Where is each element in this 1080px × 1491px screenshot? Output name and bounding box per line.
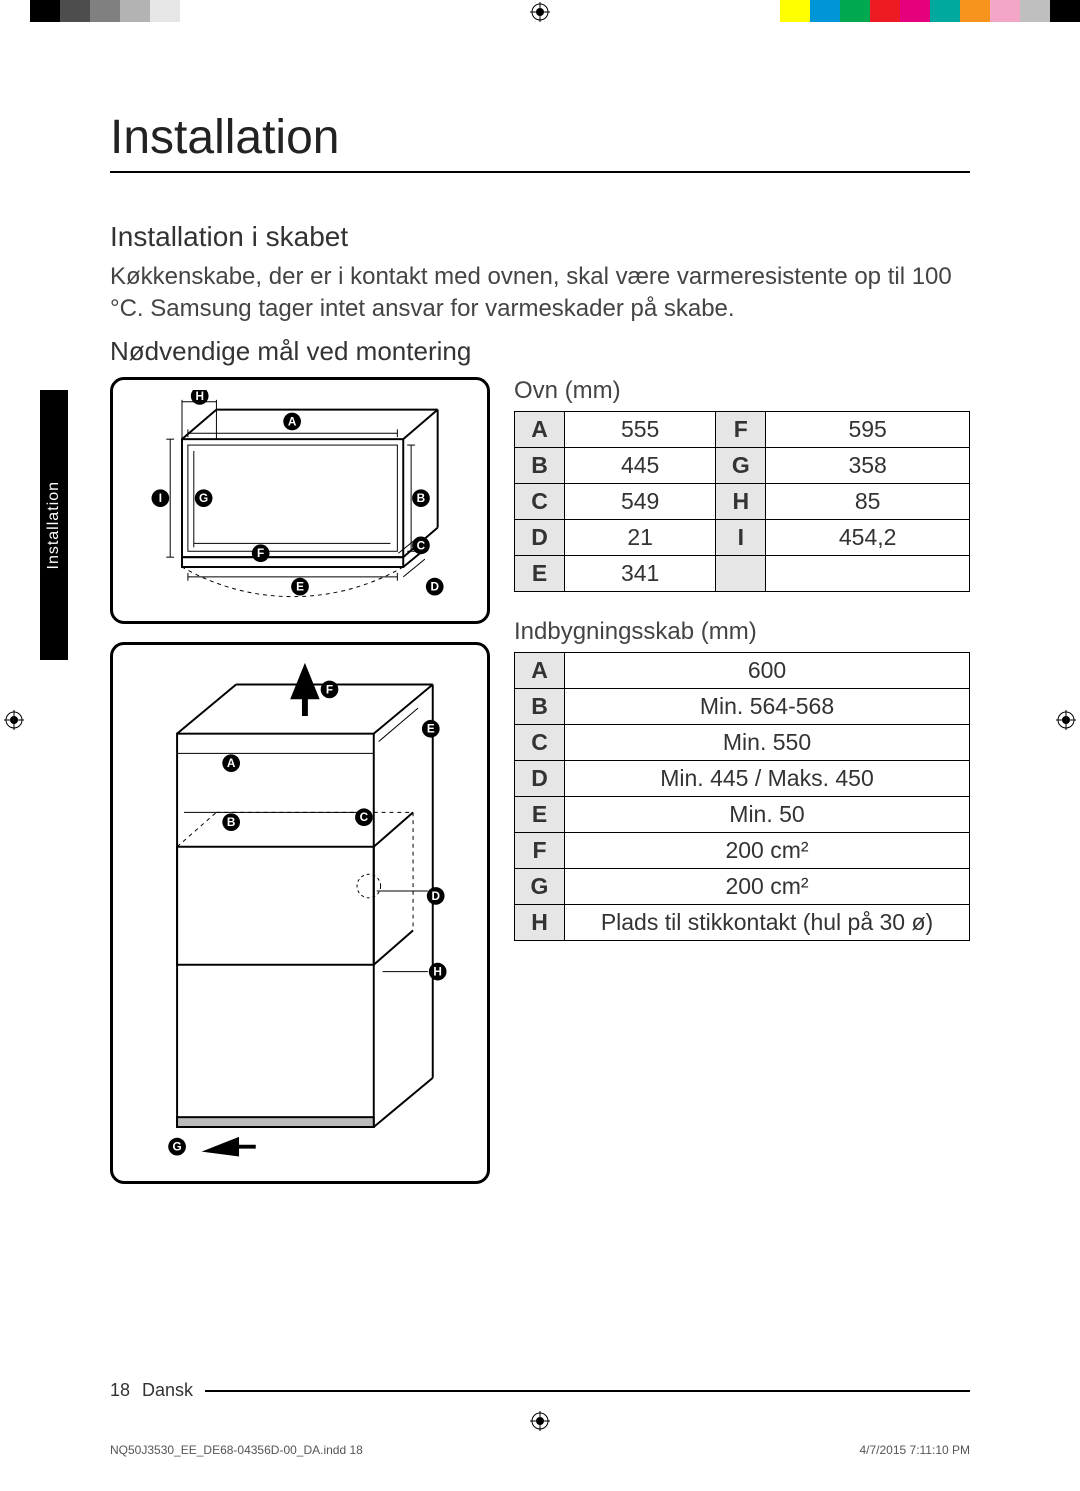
svg-text:B: B <box>227 816 236 829</box>
oven-diagram-svg: A B C D E F G H I <box>123 390 477 606</box>
table-row: B445G358 <box>515 447 970 483</box>
svg-text:E: E <box>427 723 435 736</box>
print-file: NQ50J3530_EE_DE68-04356D-00_DA.indd 18 <box>110 1443 363 1457</box>
svg-text:G: G <box>199 492 208 505</box>
svg-text:F: F <box>326 683 333 696</box>
content: Installation Installation i skabet Køkke… <box>110 0 970 1202</box>
body-text: Køkkenskabe, der er i kontakt med ovnen,… <box>110 261 970 326</box>
cabinet-diagram: A B C D E F G H <box>110 642 490 1184</box>
registration-mark-left <box>4 710 24 730</box>
table-row: G200 cm² <box>515 868 970 904</box>
oven-diagram: A B C D E F G H I <box>110 377 490 624</box>
svg-text:F: F <box>257 547 264 560</box>
table-row: F200 cm² <box>515 832 970 868</box>
table-row: DMin. 445 / Maks. 450 <box>515 760 970 796</box>
print-metadata: NQ50J3530_EE_DE68-04356D-00_DA.indd 18 4… <box>110 1443 970 1457</box>
svg-text:C: C <box>360 811 369 824</box>
svg-text:D: D <box>431 890 440 903</box>
svg-text:H: H <box>433 966 442 979</box>
table-row: CMin. 550 <box>515 724 970 760</box>
page: Installation Installation Installation i… <box>0 0 1080 1491</box>
page-number: 18 <box>110 1380 130 1401</box>
oven-table-title: Ovn (mm) <box>514 377 970 405</box>
svg-text:E: E <box>296 580 304 593</box>
table-row: HPlads til stikkontakt (hul på 30 ø) <box>515 904 970 940</box>
table-row: C549H85 <box>515 483 970 519</box>
svg-text:I: I <box>159 492 162 505</box>
registration-mark-right <box>1056 710 1076 730</box>
table-row: BMin. 564-568 <box>515 688 970 724</box>
cabinet-table-title: Indbygningsskab (mm) <box>514 618 970 646</box>
tables-column: Ovn (mm) A555F595B445G358C549H85D21I454,… <box>514 377 970 1203</box>
table-row: A555F595 <box>515 411 970 447</box>
svg-text:A: A <box>288 415 297 428</box>
svg-text:D: D <box>430 580 439 593</box>
page-title: Installation <box>110 110 970 173</box>
side-tab-label: Installation <box>45 481 63 570</box>
cabinet-dimensions-table: A600BMin. 564-568CMin. 550DMin. 445 / Ma… <box>514 652 970 941</box>
subsection-title: Nødvendige mål ved montering <box>110 336 970 367</box>
crop-marks <box>0 0 1080 22</box>
svg-text:H: H <box>195 390 204 403</box>
table-row: E341 <box>515 555 970 591</box>
print-timestamp: 4/7/2015 7:11:10 PM <box>859 1443 970 1457</box>
footer-rule <box>205 1390 970 1392</box>
side-tab: Installation <box>40 390 68 660</box>
registration-mark-bottom <box>530 1411 550 1431</box>
registration-mark-top <box>530 2 550 22</box>
page-footer: 18 Dansk <box>110 1380 970 1401</box>
table-row: A600 <box>515 652 970 688</box>
svg-text:B: B <box>417 492 426 505</box>
oven-dimensions-table: A555F595B445G358C549H85D21I454,2E341 <box>514 411 970 592</box>
footer-language: Dansk <box>142 1380 193 1401</box>
svg-text:A: A <box>227 757 236 770</box>
svg-text:C: C <box>417 539 426 552</box>
section-title: Installation i skabet <box>110 221 970 253</box>
table-row: EMin. 50 <box>515 796 970 832</box>
cabinet-diagram-svg: A B C D E F G H <box>123 655 477 1166</box>
diagrams-column: A B C D E F G H I <box>110 377 490 1203</box>
svg-text:G: G <box>172 1141 181 1154</box>
table-row: D21I454,2 <box>515 519 970 555</box>
